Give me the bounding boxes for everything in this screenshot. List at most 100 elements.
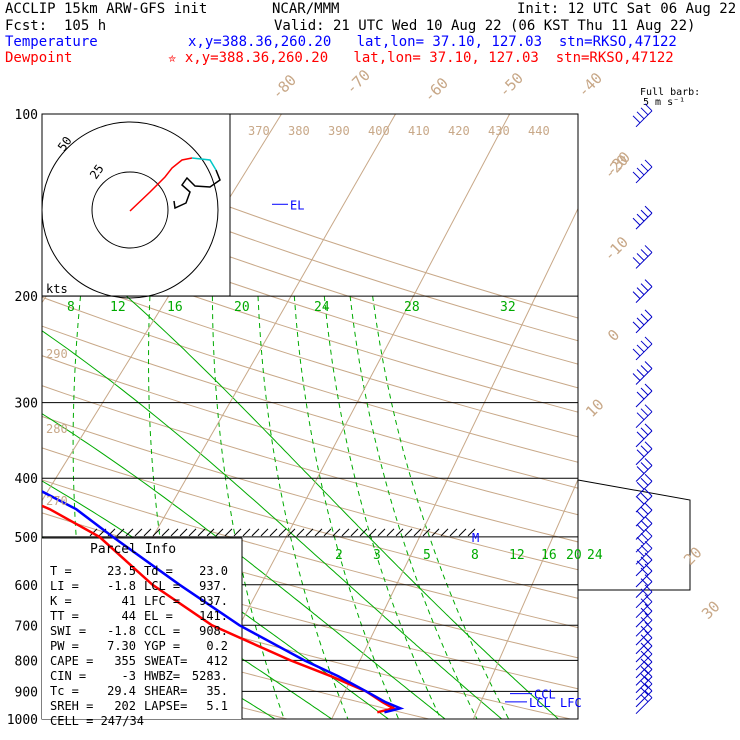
dry-adiabat [42, 185, 578, 365]
wind-barb-flag [644, 669, 653, 678]
wind-barb-flag [636, 287, 645, 295]
wind-barb-flag [644, 638, 653, 647]
freezing-hatch [305, 528, 314, 537]
freezing-hatch [350, 528, 359, 537]
mixing-ratio-mid-2: 2 [335, 548, 343, 563]
legend-dewpoint: Dewpoint [5, 50, 73, 66]
parcel-key: PW = [50, 639, 79, 653]
wind-barb-flag [640, 313, 649, 322]
parcel-info-title: Parcel Info [90, 542, 176, 557]
wind-barb-flag [640, 462, 649, 470]
wind-barb [635, 603, 653, 628]
wind-barb-staff [635, 610, 653, 628]
wind-barb-staff [635, 697, 653, 715]
wind-barb-flag [644, 502, 653, 511]
level-marker-EL: EL [290, 198, 304, 212]
temperature-label--60: -60 [420, 74, 452, 106]
wind-barb-flag [640, 680, 649, 689]
pressure-label-700: 700 [15, 619, 38, 634]
wind-barb-flag [640, 544, 649, 553]
wind-barb-flag [636, 524, 645, 532]
wind-barb-flag [644, 594, 653, 603]
wind-barb [635, 540, 653, 565]
parcel-value: 202 [114, 699, 136, 713]
wind-barb-flag [644, 309, 653, 318]
wind-barb-flag [640, 107, 649, 116]
wind-barb [635, 528, 653, 553]
wind-barb [635, 404, 653, 429]
dry-adiabat [42, 616, 429, 719]
wind-barb-flag [636, 253, 645, 261]
legend-dewpoint-location: ✮ x,y=388.36,260.20 lat,lon= 37.10, 127.… [168, 50, 674, 66]
mixing-ratio-line [323, 296, 442, 719]
wind-barb-flag [644, 488, 653, 497]
wind-barb [635, 676, 653, 701]
wind-barb [632, 336, 653, 361]
parcel-key-2: LAPSE= [144, 699, 187, 713]
mixing-ratio-line [0, 296, 8, 719]
mixing-ratio-top-32: 32 [500, 300, 516, 315]
wind-barb [632, 103, 653, 128]
wind-barb-flag [632, 257, 641, 265]
hodograph-units: kts [46, 282, 68, 296]
wind-barb-staff [635, 690, 653, 708]
freezing-hatch [224, 528, 233, 537]
wind-barb [635, 612, 653, 637]
mixing-ratio-top-28: 28 [404, 300, 420, 315]
theta-label-280: 280 [46, 422, 68, 436]
isotherm [331, 207, 578, 719]
temperature-label-10: 10 [582, 395, 608, 421]
wind-barb-flag [636, 431, 645, 440]
temperature-label-0: 0 [604, 326, 623, 345]
wind-barb-flag [636, 560, 645, 569]
freezing-hatch [449, 528, 458, 537]
mixing-ratio-top-12: 12 [110, 300, 126, 315]
parcel-value: 44 [122, 609, 136, 623]
hodograph-trace-high [173, 169, 221, 210]
freezing-hatch [287, 528, 296, 537]
wind-barb-flag [640, 556, 649, 565]
wind-barb-staff [635, 676, 653, 694]
wind-barb-staff [635, 570, 653, 588]
mixing-ratio-mid-16: 16 [541, 548, 557, 563]
wind-barb-flag [644, 654, 653, 663]
parcel-value-2: 141. [199, 609, 228, 623]
dry-adiabat [42, 296, 578, 463]
wind-barb-flag [632, 321, 641, 330]
wind-barb-flag [644, 574, 653, 582]
freezing-hatch [422, 528, 431, 537]
dry-adiabat [42, 268, 578, 438]
wind-barb [632, 361, 653, 385]
wind-barb-flag [636, 449, 645, 458]
mixing-ratio-mid-12: 12 [509, 548, 525, 563]
parcel-value: 41 [122, 594, 136, 608]
wind-barb-flag [644, 423, 653, 432]
wind-barb [635, 594, 653, 619]
parcel-key-2: SWEAT= [144, 654, 187, 668]
barb-area [578, 114, 740, 719]
wind-barb [635, 441, 653, 466]
temperature-label--70: -70 [342, 66, 374, 98]
parcel-value: -3 [122, 669, 136, 683]
wind-barb [635, 473, 653, 498]
parcel-key: K = [50, 594, 72, 608]
wind-barb-flag [644, 336, 653, 345]
wind-barb-flag [644, 552, 653, 561]
freezing-hatch [125, 528, 134, 537]
wind-barb-flag [640, 567, 649, 576]
theta-label-410: 410 [408, 124, 430, 138]
parcel-value: -1.8 [107, 579, 136, 593]
wind-barb-flag [640, 588, 649, 597]
dry-adiabat [42, 325, 578, 489]
wind-barb-flag [644, 540, 653, 549]
wind-barb [635, 690, 653, 715]
wind-barb-flag [644, 205, 653, 214]
header-valid: Valid: 21 UTC Wed 10 Aug 22 (06 KST Thu … [274, 18, 696, 34]
legend-temperature-location: x,y=388.36,260.20 lat,lon= 37.10, 127.03… [188, 34, 677, 50]
parcel-key: CIN = [50, 669, 86, 683]
barb-legend-line-1: 5 m s⁻¹ [643, 97, 685, 108]
freezing-hatch [458, 528, 467, 537]
wind-barb-flag [632, 348, 641, 357]
theta-label-370: 370 [248, 124, 270, 138]
